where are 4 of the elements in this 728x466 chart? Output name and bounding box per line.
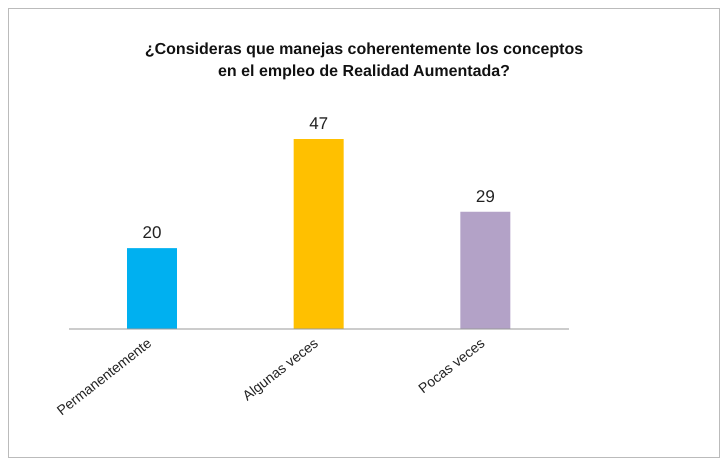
data-label: 47	[309, 114, 328, 133]
data-label: 29	[476, 186, 495, 206]
data-label: 20	[142, 223, 162, 242]
chart-title: ¿Consideras que manejas coherentemente los conceptos en el empleo de Realidad Aumentada?	[144, 40, 584, 82]
